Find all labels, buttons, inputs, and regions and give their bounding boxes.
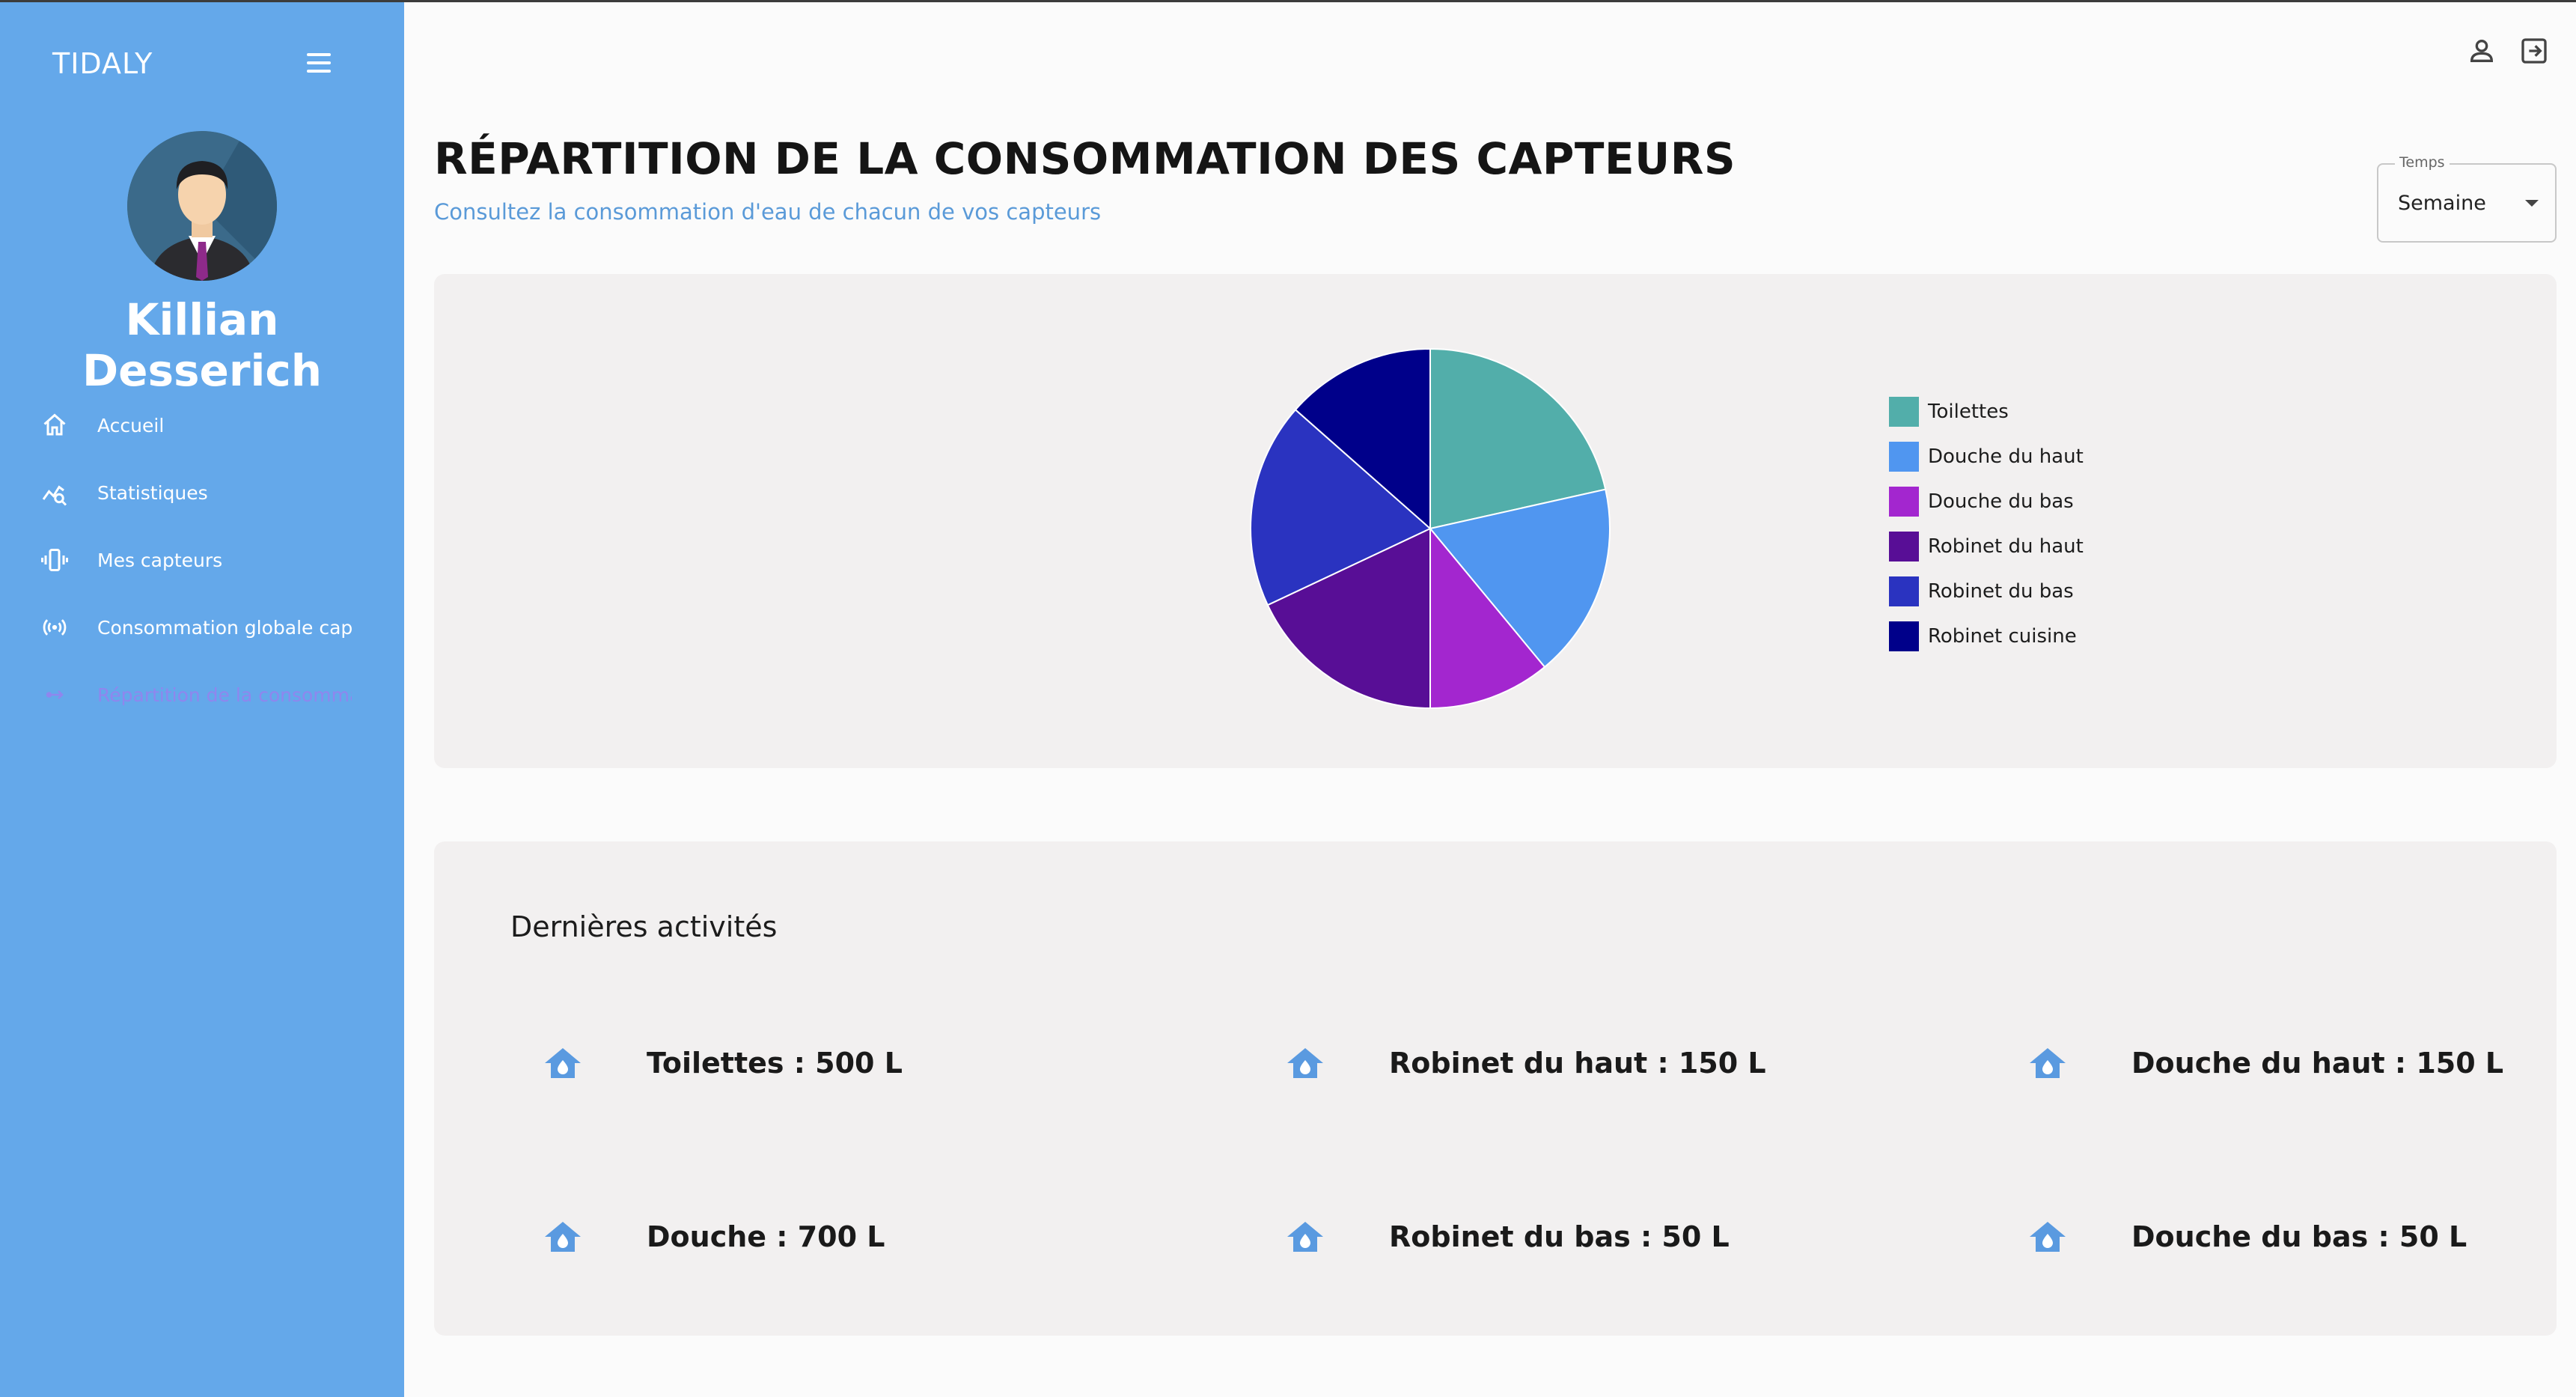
water-house-icon (2028, 1045, 2067, 1081)
pie-slice[interactable] (1266, 527, 1431, 710)
legend-item[interactable]: Douche du haut (1889, 442, 2084, 472)
legend-swatch (1889, 442, 1919, 472)
pie-slice[interactable] (1429, 347, 1607, 530)
select-value: Semaine (2398, 192, 2486, 215)
person-icon (2470, 40, 2494, 62)
legend-label: Robinet cuisine (1928, 625, 2077, 648)
sensor-device-icon (37, 543, 72, 577)
time-period-select[interactable]: Temps Semaine (2377, 154, 2557, 243)
dropdown-arrow-icon (2525, 200, 2539, 207)
hamburger-icon (307, 53, 331, 56)
sidebar-item-mes-capteurs[interactable]: Mes capteurs (0, 526, 404, 594)
pie-slice[interactable] (1429, 526, 1546, 710)
sidebar-item-label: Accueil (97, 414, 165, 436)
legend-swatch (1889, 576, 1919, 606)
app-title: TIDALY (52, 47, 153, 80)
user-name: Killian Desserich (82, 294, 323, 396)
menu-toggle-button[interactable] (307, 53, 340, 79)
sidebar-item-accueil[interactable]: Accueil (0, 392, 404, 459)
activity-text: Douche du bas : 50 L (2131, 1220, 2467, 1253)
legend-swatch (1889, 621, 1919, 651)
legend-item[interactable]: Douche du bas (1889, 487, 2074, 517)
chart-card: Toilettes Douche du haut Douche du bas Robi… (434, 274, 2557, 768)
legend-label: Douche du haut (1928, 445, 2084, 468)
sidebar-item-label: Répartition de la consommation (97, 684, 352, 706)
activity-text: Robinet du haut : 150 L (1389, 1047, 1766, 1080)
hamburger-icon-bar (307, 70, 331, 73)
user-avatar-icon (127, 131, 277, 281)
water-house-icon (1286, 1219, 1325, 1255)
distribution-icon (37, 678, 72, 712)
top-border (0, 0, 2576, 2)
activity-text: Toilettes : 500 L (647, 1047, 903, 1080)
home-icon (37, 408, 72, 442)
legend-item[interactable]: Robinet cuisine (1889, 621, 2077, 651)
logout-button[interactable] (2519, 36, 2549, 66)
legend-swatch (1889, 487, 1919, 517)
sidebar-item-label: Mes capteurs (97, 549, 223, 571)
sidebar-nav: Accueil Statistiques Mes capteurs Consom… (0, 392, 404, 728)
activity-text: Robinet du bas : 50 L (1389, 1220, 1730, 1253)
page-subtitle: Consultez la consommation d'eau de chacu… (434, 199, 1102, 225)
legend-item[interactable]: Robinet du haut (1889, 532, 2084, 561)
avatar (127, 131, 277, 281)
sidebar-item-statistiques[interactable]: Statistiques (0, 459, 404, 526)
water-house-icon (543, 1045, 582, 1081)
legend-label: Robinet du haut (1928, 535, 2084, 558)
page-title: RÉPARTITION DE LA CONSOMMATION DES CAPTE… (434, 133, 1736, 184)
activity-text: Douche du haut : 150 L (2131, 1047, 2504, 1080)
legend-item[interactable]: Robinet du bas (1889, 576, 2074, 606)
legend-swatch (1889, 397, 1919, 427)
water-house-icon (2028, 1219, 2067, 1255)
broadcast-icon (37, 610, 72, 645)
activity-text: Douche : 700 L (647, 1220, 885, 1253)
legend-item[interactable]: Toilettes (1889, 397, 2009, 427)
legend-label: Robinet du bas (1928, 580, 2074, 603)
legend-label: Douche du bas (1928, 490, 2074, 513)
sidebar-item-label: Consommation globale capteurs (97, 616, 352, 639)
pie-slice[interactable] (1294, 347, 1431, 531)
water-house-icon (543, 1219, 582, 1255)
logout-icon (2521, 38, 2547, 64)
pie-slice[interactable] (1429, 488, 1611, 669)
hamburger-icon-bar (307, 61, 331, 64)
water-house-icon (1286, 1045, 1325, 1081)
pie-chart (1250, 347, 1611, 710)
stats-icon (37, 475, 72, 510)
legend-label: Toilettes (1928, 401, 2009, 423)
sidebar-item-repartition[interactable]: Répartition de la consommation (0, 661, 404, 728)
pie-slice[interactable] (1250, 408, 1432, 606)
sidebar-item-consommation-globale[interactable]: Consommation globale capteurs (0, 594, 404, 661)
profile-button[interactable] (2467, 36, 2497, 66)
legend-swatch (1889, 532, 1919, 561)
activities-title: Dernières activités (510, 910, 778, 943)
sidebar-item-label: Statistiques (97, 481, 208, 504)
activities-card: Dernières activités Toilettes : 500 L Rob… (434, 841, 2557, 1336)
sidebar: TIDALY Killian Desserich Accueil (0, 2, 404, 1397)
select-legend: Temps (2395, 154, 2450, 171)
